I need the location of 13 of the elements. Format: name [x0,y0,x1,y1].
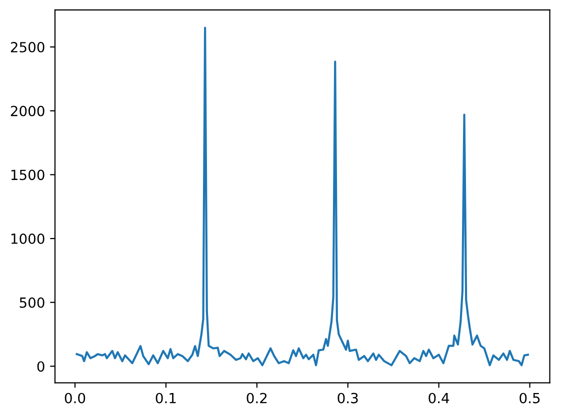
line-series [76,26,529,366]
y-tick-label: 2500 [10,42,44,52]
y-tick-label: 2000 [10,106,44,116]
x-tick-label: 0.4 [428,392,450,404]
x-tick-label: 0.1 [156,392,176,404]
x-tick-label: 0.0 [64,392,86,404]
x-tick-label: 0.2 [246,392,267,404]
y-tick-label: 500 [20,297,44,308]
y-tick-label: 1500 [11,170,44,180]
y-tick-label: 1000 [11,233,44,244]
y-tick-label: 0 [37,361,44,372]
x-tick-label: 0.3 [338,392,358,404]
x-tick-label: 0.5 [520,392,540,404]
